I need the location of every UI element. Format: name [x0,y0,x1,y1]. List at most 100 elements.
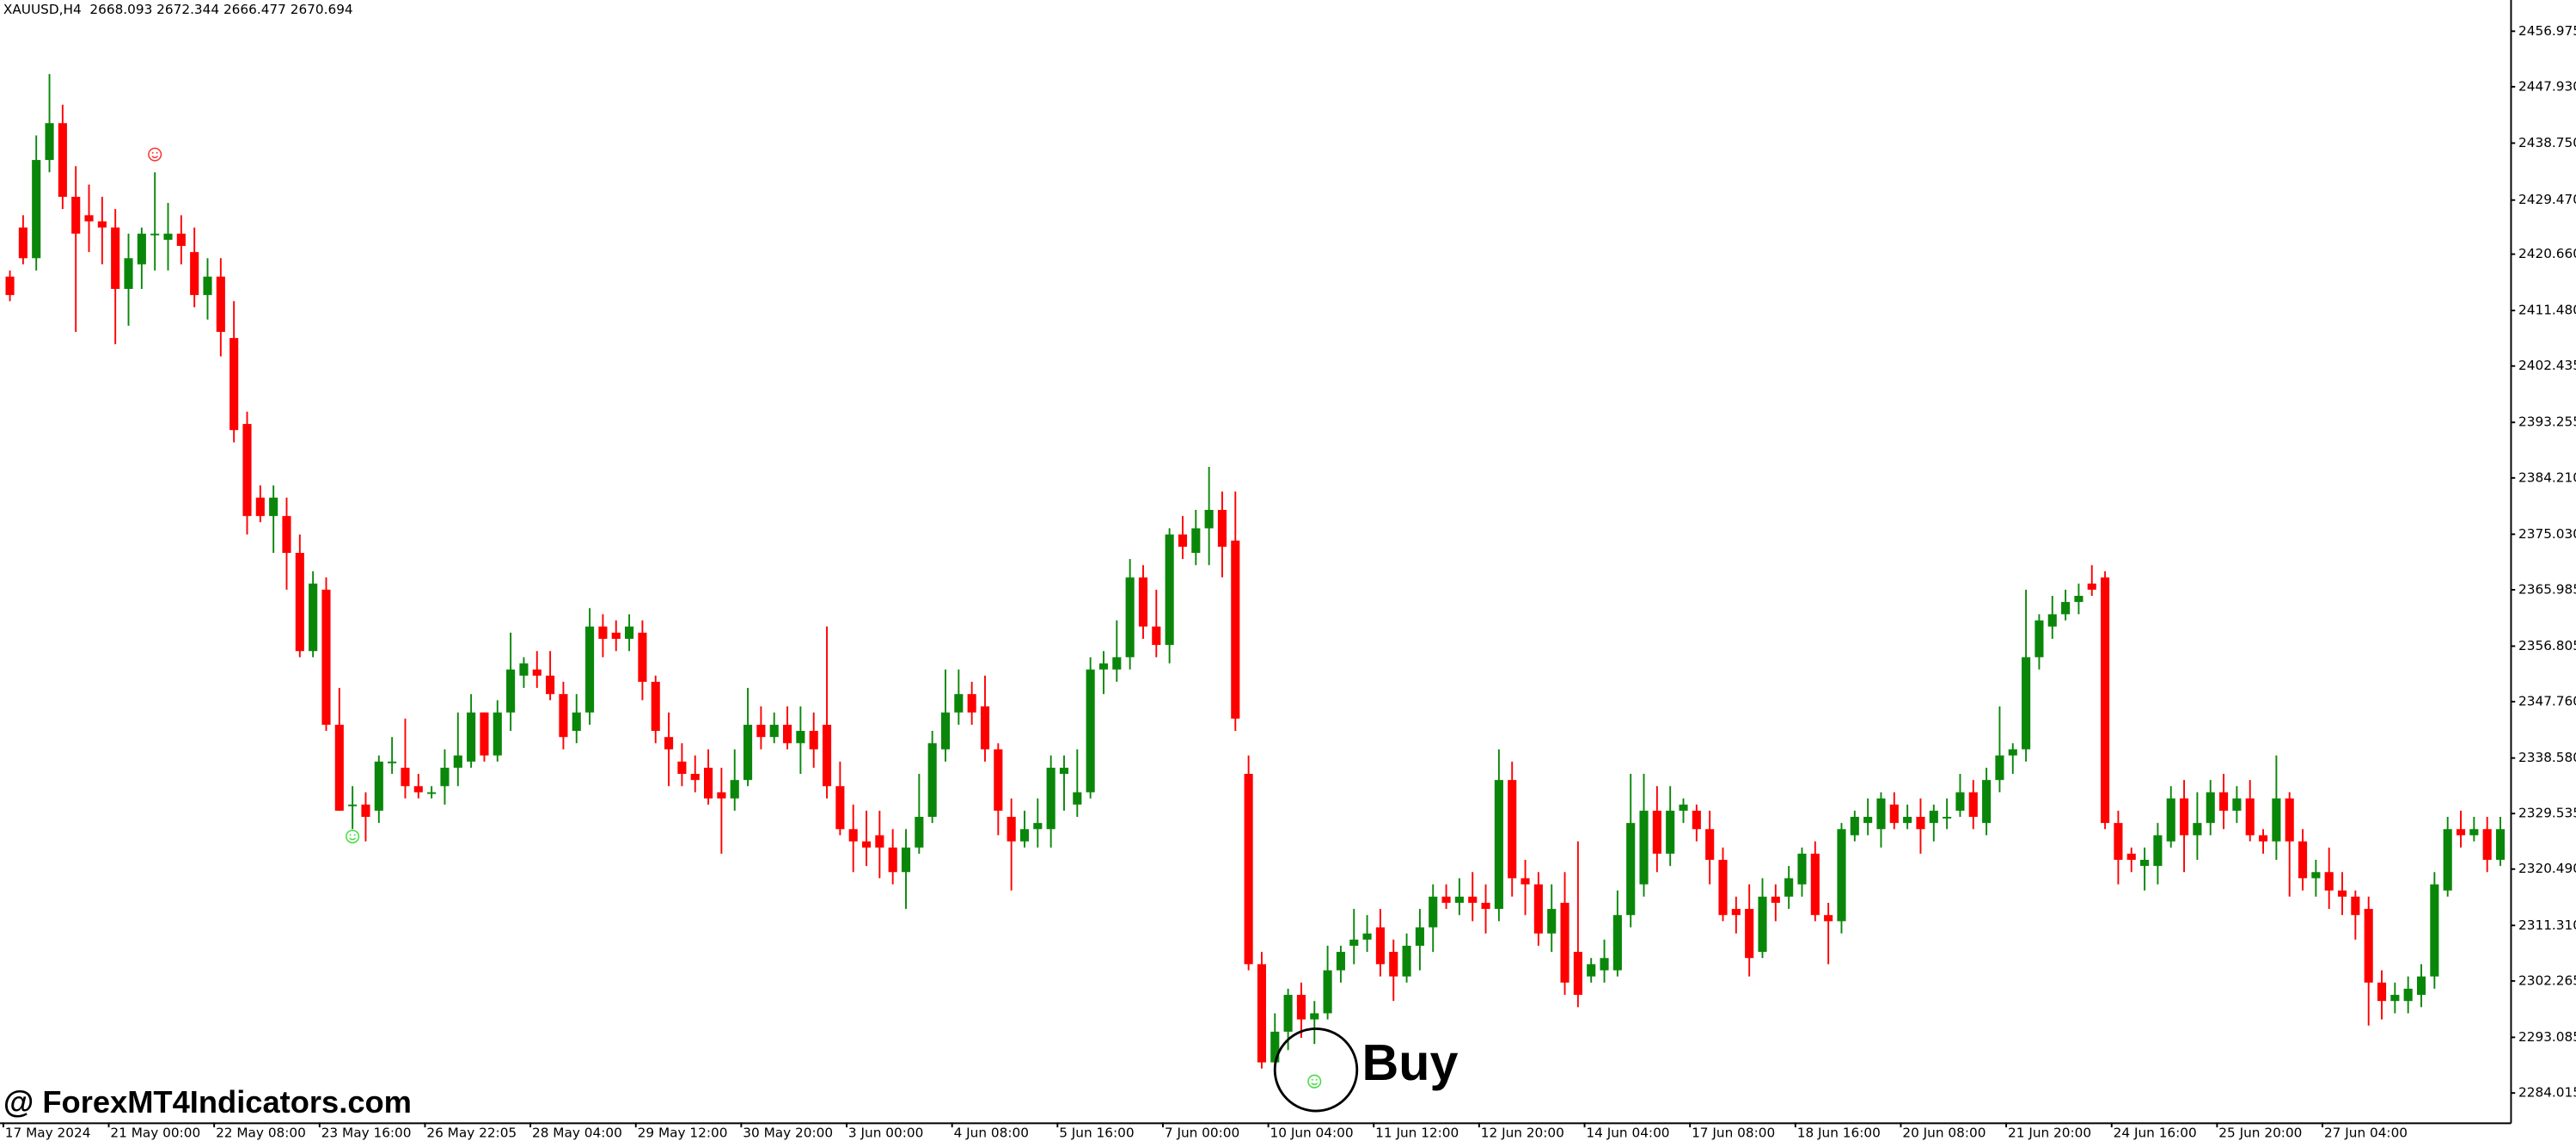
candle-body [796,731,805,744]
candle-body [1876,798,1886,830]
candle-body [651,681,660,732]
candle-body [1731,909,1741,916]
candle-body [2232,798,2242,811]
candle-body [2101,577,2110,824]
candle-body [1850,816,1859,836]
candle-body [1059,767,1069,775]
candle-body [638,632,647,682]
candle-body [137,233,146,265]
candle-body [1046,767,1055,830]
candle-body [1521,878,1530,885]
candle-body [954,694,964,713]
candle-body [1468,896,1478,903]
signal-part [1311,1083,1319,1086]
candle-body [2087,583,2096,590]
candle-body [2337,890,2347,897]
candle-body [1889,804,1899,824]
candle-body [756,724,766,738]
candle-body [111,227,120,289]
candle-body [2114,823,2123,860]
candle-body [572,712,581,732]
candle-body [1666,810,1675,854]
y-tick-label: 2420.660 [2518,246,2576,261]
candle-body [611,632,621,639]
candle-body [2008,749,2017,756]
candle-body [1441,896,1451,903]
candle-body [980,706,990,750]
candle-body [1389,952,1398,977]
y-tick-label: 2375.030 [2518,526,2576,542]
candle-body [1296,995,1306,1020]
candle-body [1310,1013,1319,1020]
candle-body [809,731,818,750]
candle-body [1257,964,1266,1063]
candle-body [124,258,133,289]
candle-body [532,669,542,676]
signal-part [353,833,356,836]
candle-body [664,737,674,750]
candle-body [2140,859,2150,867]
signal-part [151,156,159,158]
candle-body [295,552,304,652]
candle-body [1323,970,1332,1014]
candle-body [1375,927,1385,965]
candle-body [769,724,779,738]
candle-body [2351,896,2360,916]
candle-body [848,829,858,842]
candle-body [1178,534,1188,547]
candle-body [1758,896,1767,953]
candle-body [2285,798,2294,842]
candle-body [1639,810,1649,885]
y-tick-label: 2438.750 [2518,135,2576,150]
candle-body [1454,896,1464,903]
candle-body [1508,780,1517,879]
candle-body [1573,952,1582,996]
candle-body [2180,798,2189,836]
x-tick-label: 23 May 16:00 [321,1125,412,1140]
candle-body [1270,1031,1280,1063]
candle-body [1073,792,1082,805]
candle-body [334,724,344,811]
y-tick-label: 2384.210 [2518,469,2576,485]
candle-body [1692,810,1701,830]
candle-body [1587,964,1596,977]
candle-body [1402,945,1411,977]
x-tick-label: 25 Jun 20:00 [2218,1125,2302,1140]
candle-body [348,804,358,807]
x-tick-label: 29 May 12:00 [638,1125,728,1140]
candle-body [2377,982,2387,1002]
y-tick-label: 2365.985 [2518,581,2576,597]
candle-body [374,761,383,811]
candle-body [1837,829,1846,922]
candle-body [1916,816,1925,830]
x-tick-label: 12 Jun 20:00 [1481,1125,1564,1140]
candle-body [915,816,924,848]
signal-part [1311,1078,1313,1081]
candle-body [1007,816,1016,842]
candle-body [888,847,897,873]
candle-body [1824,915,1833,922]
x-tick-label: 21 May 00:00 [110,1125,200,1140]
candle-body [2430,884,2439,977]
y-tick-label: 2447.930 [2518,78,2576,94]
y-tick-label: 2311.310 [2518,917,2576,933]
candle-body [1152,626,1161,646]
symbol-header: XAUUSD,H4 2668.093 2672.344 2666.477 267… [3,2,353,17]
candle-body [822,724,832,787]
candle-body [388,761,397,764]
y-tick-label: 2347.760 [2518,694,2576,709]
candle-body [1138,577,1148,627]
candle-body [1125,577,1135,658]
candle-body [1481,902,1490,910]
candle-body [84,215,94,222]
x-tick-label: 22 May 08:00 [216,1125,306,1140]
x-tick-label: 30 May 20:00 [743,1125,833,1140]
candle-body [2298,841,2308,879]
candle-body [1349,939,1359,946]
candle-body [2364,909,2373,983]
candle-body [1863,816,1873,824]
candle-body [309,583,318,652]
x-tick-label: 17 Jun 08:00 [1692,1125,1775,1140]
candle-body [150,233,160,236]
